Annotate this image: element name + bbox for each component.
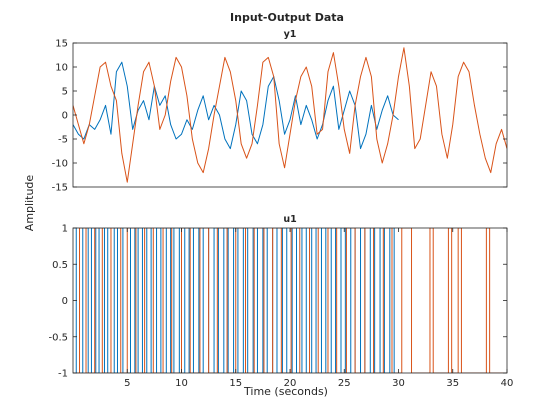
x-tick-label: 30	[392, 378, 405, 389]
y-tick-label: 1	[62, 224, 68, 235]
x-tick-label: 35	[446, 378, 459, 389]
axes-box-y1	[72, 42, 508, 188]
y-tick-label: 10	[55, 63, 68, 74]
y-tick-label: -0.5	[48, 332, 68, 343]
ticks-u1: -1-0.500.515 10 15 20 25 30 35 40	[48, 224, 513, 390]
axes-title-u1: u1	[283, 214, 296, 225]
series-group-u1	[73, 228, 507, 373]
x-tick-label: 10	[175, 378, 188, 389]
series-line-u1-1	[73, 228, 399, 373]
y-tick-label: 5	[62, 87, 68, 98]
y-tick-label: -15	[52, 183, 68, 194]
ticks-y1: -15 -10 -5 0 5 10 15	[52, 39, 507, 194]
x-tick-label: 40	[501, 378, 514, 389]
y-tick-label: 15	[55, 39, 68, 50]
y-tick-label: 0	[62, 296, 68, 307]
series-line-y1-2	[73, 47, 507, 183]
figure-title: Input-Output Data	[230, 11, 344, 24]
x-tick-label: 15	[229, 378, 242, 389]
y-tick-label: -1	[58, 369, 68, 380]
y-tick-label: -5	[58, 135, 68, 146]
x-tick-label: 5	[124, 378, 130, 389]
axes-title-y1: y1	[284, 29, 297, 40]
axes-u1: u1 -1-0.500.515 10 15 20 25 30 35 40	[48, 214, 513, 389]
axes-y1: y1 -15 -10 -5 0 5 10 15	[52, 29, 508, 194]
y-tick-label: 0	[62, 111, 68, 122]
x-tick-label: 25	[338, 378, 351, 389]
y-axis-label: Amplitude	[23, 175, 36, 232]
y-tick-label: 0.5	[52, 260, 68, 271]
y-tick-label: -10	[52, 159, 68, 170]
x-tick-label: 20	[284, 378, 297, 389]
series-group-y1	[73, 47, 507, 183]
series-line-u1-2	[73, 228, 507, 373]
series-line-y1-1	[73, 61, 399, 150]
x-axis-label: Time (seconds)	[243, 385, 328, 398]
